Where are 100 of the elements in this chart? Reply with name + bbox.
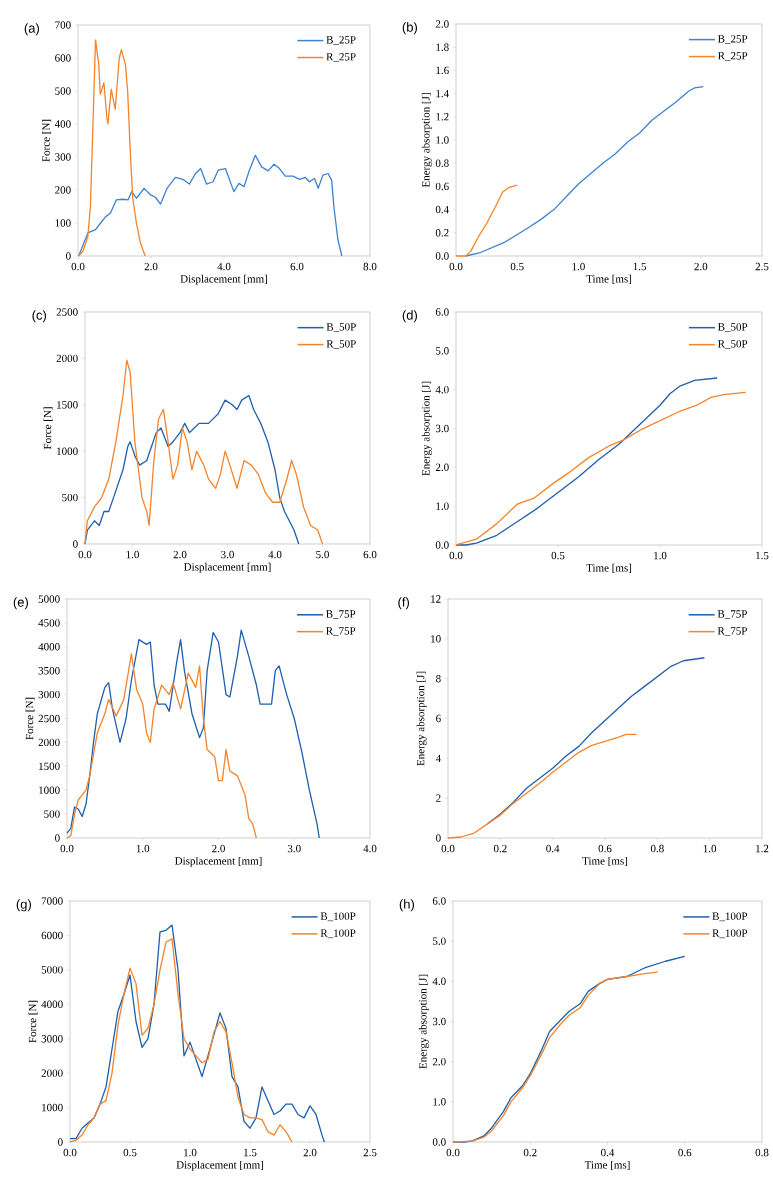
legend-label: R_100P xyxy=(712,929,748,939)
y-axis-title: Force [N] xyxy=(42,119,52,162)
x-tick-label: 0.2 xyxy=(494,844,507,853)
y-tick-label: 3000 xyxy=(41,1035,63,1043)
legend-label: R_25P xyxy=(326,53,356,62)
x-tick-label: 0.2 xyxy=(524,1148,537,1157)
y-tick-label: 0 xyxy=(436,834,441,842)
text: (d) xyxy=(402,310,418,323)
y-tick-label: 2000 xyxy=(41,1069,63,1077)
y-axis-title: Force [N] xyxy=(43,407,53,450)
y-tick-label: 10 xyxy=(431,635,441,643)
x-tick-label: 0.0 xyxy=(449,551,463,560)
y-tick-label: 0 xyxy=(55,834,60,842)
x-axis-title: Time [ms] xyxy=(582,856,628,866)
y-tick-label: 4.0 xyxy=(432,977,446,986)
x-tick-label: 1.0 xyxy=(654,551,667,560)
text: (a) xyxy=(24,23,40,36)
y-tick-label: 12 xyxy=(431,595,441,603)
y-tick-label: 3500 xyxy=(38,666,60,675)
x-tick-label: 8.0 xyxy=(363,262,377,271)
legend-label: B_75P xyxy=(326,610,356,619)
text: (e) xyxy=(13,597,29,610)
x-tick-label: 0.6 xyxy=(678,1148,692,1157)
x-tick-label: 1.0 xyxy=(572,262,586,271)
y-tick-label: 5.0 xyxy=(433,937,446,945)
y-tick-label: 5000 xyxy=(42,966,63,974)
x-tick-label: 2.0 xyxy=(694,262,708,271)
y-tick-label: 4000 xyxy=(38,643,60,651)
line-series xyxy=(465,85,705,257)
x-tick-label: 4.0 xyxy=(268,550,282,559)
legend-label: B_50P xyxy=(326,323,357,332)
x-axis-title: Displacement [mm] xyxy=(184,562,271,573)
y-tick-label: 1.0 xyxy=(433,1098,446,1106)
y-tick-label: 4000 xyxy=(41,1000,63,1008)
y-tick-label: 0 xyxy=(66,252,71,260)
y-tick-label: 0.2 xyxy=(436,229,449,237)
x-tick-label: 1.5 xyxy=(244,1148,257,1157)
x-tick-label: 2.5 xyxy=(363,1148,377,1157)
y-tick-label: 6000 xyxy=(41,931,63,940)
x-tick-label: 1.0 xyxy=(184,1148,197,1157)
x-tick-label: 0.0 xyxy=(446,1148,460,1157)
legend-label: B_100P xyxy=(712,912,748,922)
legend-label: B_25P xyxy=(326,36,356,45)
y-tick-label: 100 xyxy=(55,219,71,227)
y-tick-label: 200 xyxy=(55,186,71,194)
x-axis-title: Displacement [mm] xyxy=(175,856,262,867)
x-tick-label: 0.5 xyxy=(551,551,565,560)
x-tick-label: 6.0 xyxy=(363,550,377,559)
line-series xyxy=(455,184,519,257)
y-tick-label: 2 xyxy=(436,794,441,802)
y-tick-label: 600 xyxy=(55,54,71,62)
y-tick-label: 0.8 xyxy=(436,159,449,167)
y-tick-label: 500 xyxy=(62,493,78,502)
line-series xyxy=(69,938,293,1143)
x-axis-title: Displacement [mm] xyxy=(180,274,268,285)
y-tick-label: 6.0 xyxy=(433,897,446,905)
x-tick-label: 2.0 xyxy=(173,550,187,559)
y-tick-label: 0.6 xyxy=(436,182,450,191)
y-tick-label: 1.2 xyxy=(436,113,449,121)
x-axis-title: Time [ms] xyxy=(585,1160,630,1170)
x-tick-label: 4.0 xyxy=(217,262,231,271)
x-tick-label: 0.0 xyxy=(78,550,92,559)
y-tick-label: 5000 xyxy=(39,595,60,603)
y-tick-label: 4 xyxy=(436,754,442,762)
legend-label: R_50P xyxy=(718,340,748,349)
text: (c) xyxy=(32,310,47,323)
y-tick-label: 8 xyxy=(436,674,441,683)
y-tick-label: 4.0 xyxy=(435,385,449,394)
y-tick-label: 2.0 xyxy=(436,463,449,472)
y-tick-label: 400 xyxy=(55,120,71,128)
y-tick-label: 1.8 xyxy=(436,43,449,51)
text: (g) xyxy=(16,899,32,912)
legend-label: B_100P xyxy=(320,912,356,922)
y-tick-label: 0 xyxy=(73,540,78,548)
y-tick-label: 2500 xyxy=(56,308,78,316)
x-tick-label: 0.0 xyxy=(449,262,463,271)
legend-label: B_75P xyxy=(717,610,748,619)
y-axis-title: Force [N] xyxy=(25,697,35,740)
x-tick-label: 0.8 xyxy=(651,844,665,853)
line-series xyxy=(66,653,258,839)
x-axis-title: Time [ms] xyxy=(586,274,632,284)
x-tick-label: 0.6 xyxy=(598,844,612,853)
y-axis-title: Energy absorption [J] xyxy=(422,381,433,476)
y-tick-label: 1500 xyxy=(57,401,78,409)
y-tick-label: 1000 xyxy=(57,447,78,455)
x-tick-label: 0.5 xyxy=(123,1148,137,1157)
x-tick-label: 1.2 xyxy=(756,844,769,853)
y-tick-label: 1.0 xyxy=(436,502,449,510)
x-tick-label: 0.4 xyxy=(546,844,560,853)
y-tick-label: 300 xyxy=(55,153,71,161)
y-tick-label: 6 xyxy=(436,714,442,723)
x-tick-label: 1.5 xyxy=(633,262,647,271)
y-axis-title: Energy absorption [J] xyxy=(419,974,430,1069)
y-tick-label: 2.0 xyxy=(436,20,449,28)
legend-label: B_25P xyxy=(718,35,748,44)
x-tick-label: 1.0 xyxy=(137,844,150,853)
x-axis-title: Time [ms] xyxy=(586,563,632,573)
x-tick-label: 2.0 xyxy=(144,262,158,271)
y-axis-title: Energy absorption [J] xyxy=(422,93,433,188)
y-tick-label: 7000 xyxy=(42,897,63,905)
